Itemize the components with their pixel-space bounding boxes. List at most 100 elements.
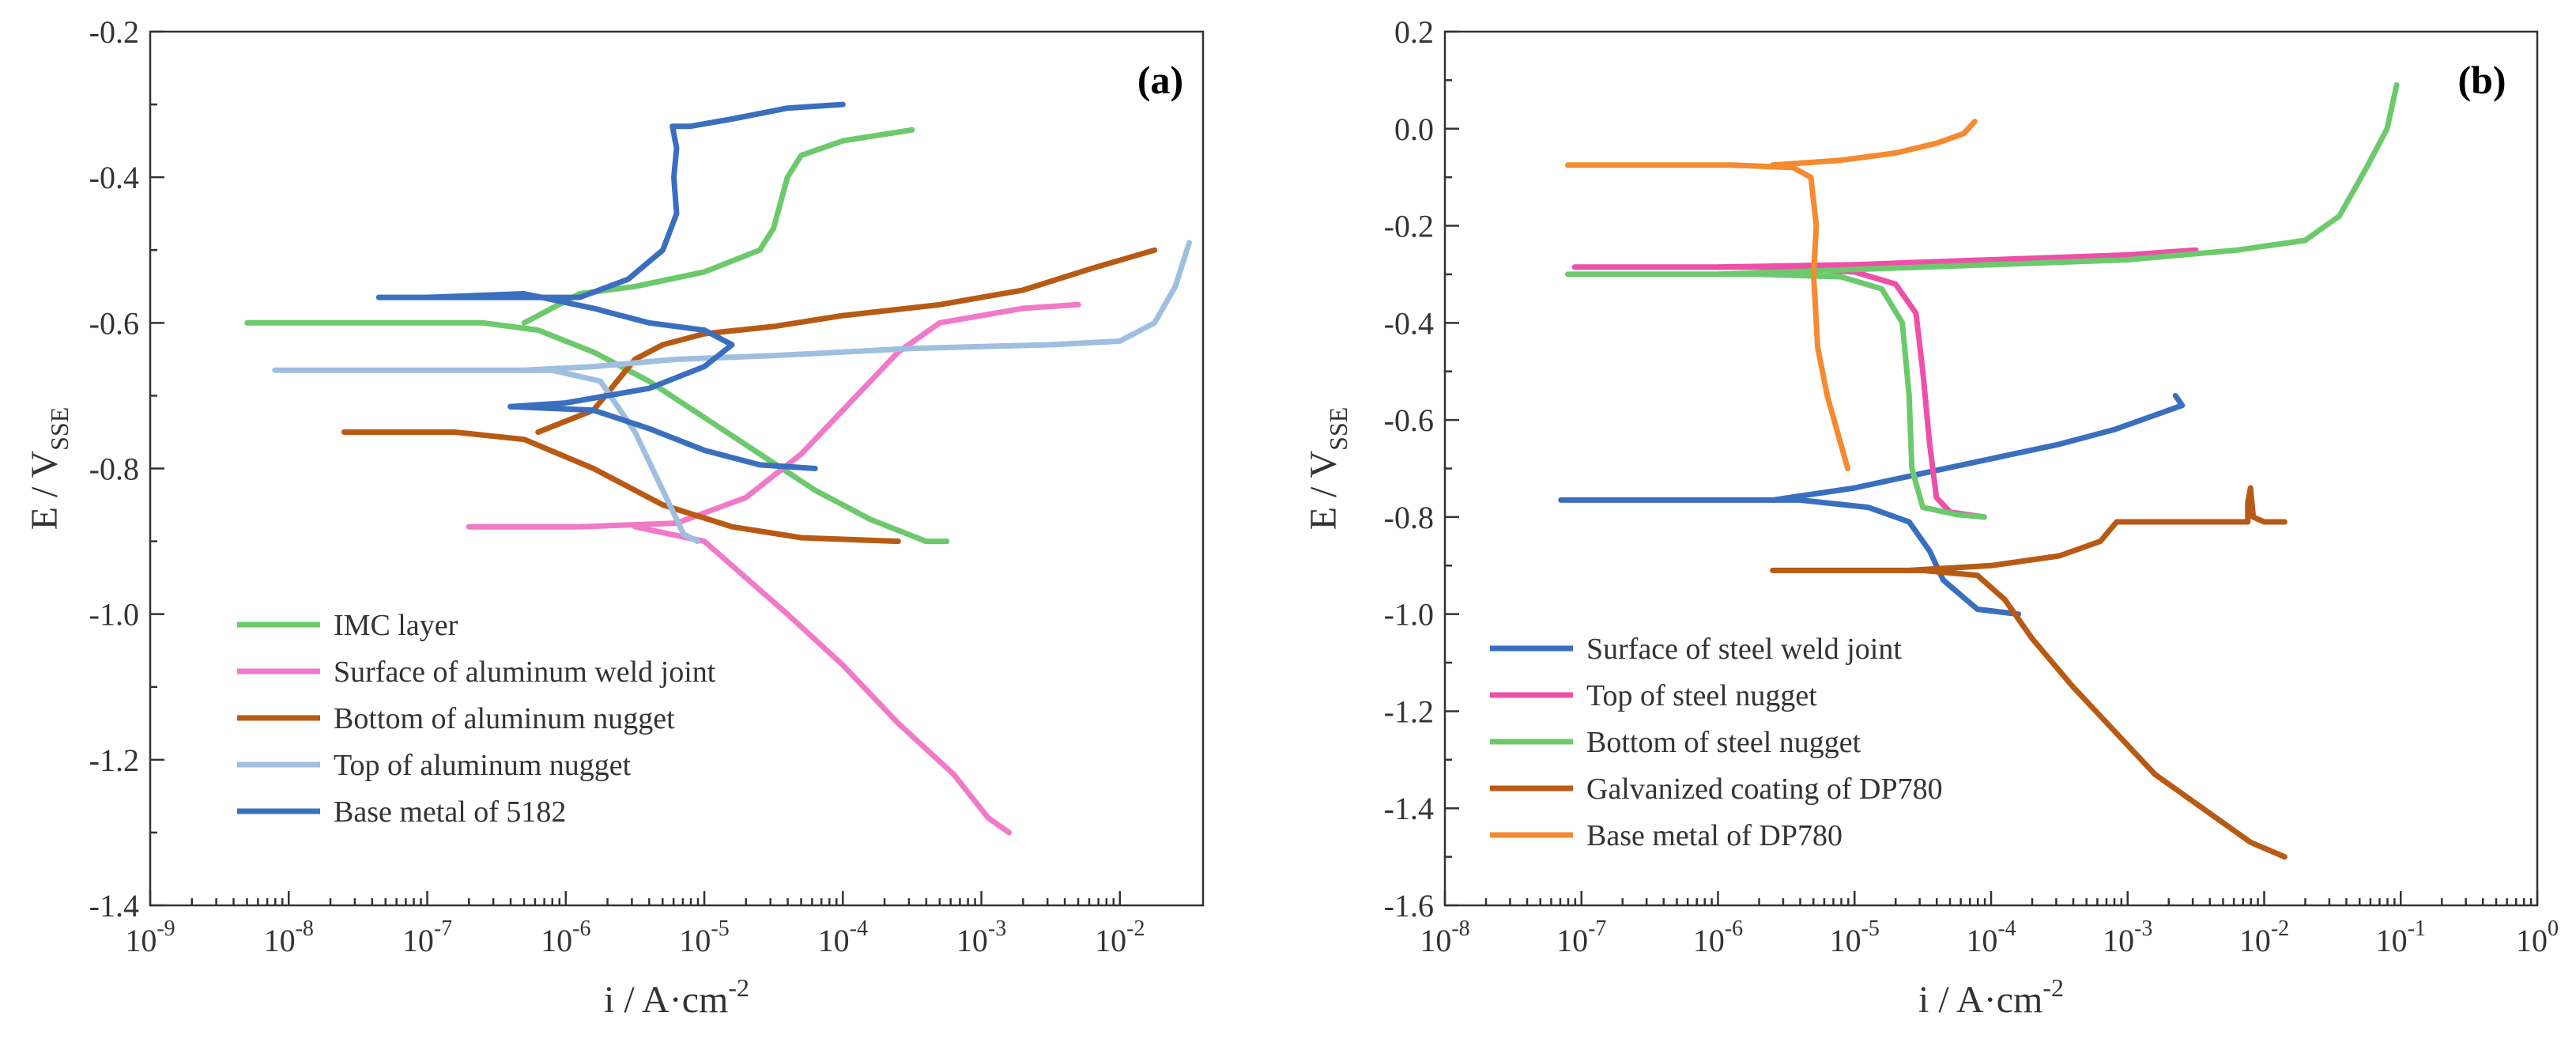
x-tick-base: 10 xyxy=(125,923,157,958)
x-tick-base: 10 xyxy=(1966,923,1997,958)
x-tick-label: 10-3 xyxy=(956,916,1006,958)
x-axis-ticks: 10-9 10-8 10-7 10-6 10-5 10-4 10-3 10-2 xyxy=(125,891,1145,958)
y-axis-title: E / VSSE xyxy=(24,407,74,531)
x-tick-label: 10-7 xyxy=(1556,916,1606,958)
x-tick-label: 10-6 xyxy=(1693,916,1743,958)
x-axis-title-sup: -2 xyxy=(728,973,749,1002)
x-tick-base: 10 xyxy=(402,923,434,958)
y-tick-label: -0.6 xyxy=(1384,402,1434,438)
x-tick-base: 10 xyxy=(818,923,850,958)
series-line xyxy=(1558,497,2022,618)
x-tick-exp: -5 xyxy=(711,916,729,941)
y-axis-title-sub: SSE xyxy=(45,407,74,451)
legend-entry-label: Base metal of DP780 xyxy=(1586,819,1842,852)
x-axis-title: i / A·cm-2 xyxy=(604,973,749,1021)
y-axis-ticks: -0.2 -0.4 -0.6 -0.8 -1.0 -1.2 -1.4 xyxy=(89,14,164,924)
x-tick-exp: -7 xyxy=(434,916,452,941)
y-tick-label: 0.0 xyxy=(1394,111,1434,147)
y-tick-label: -1.0 xyxy=(89,597,139,633)
x-tick-base: 10 xyxy=(2103,923,2134,958)
x-tick-base: 10 xyxy=(1420,923,1451,958)
x-tick-label: 10-2 xyxy=(1095,916,1145,958)
y-axis-title-sub: SSE xyxy=(1324,407,1352,451)
series-line xyxy=(1565,162,1851,471)
legend-entry-label: Base metal of 5182 xyxy=(334,795,566,829)
x-tick-exp: -2 xyxy=(2271,916,2289,941)
x-tick-base: 10 xyxy=(2516,923,2548,958)
y-tick-label: -1.6 xyxy=(1384,888,1434,924)
series-line xyxy=(1715,82,2400,278)
x-tick-exp: -9 xyxy=(157,916,175,941)
x-tick-exp: -5 xyxy=(1861,916,1880,941)
panel-label: (a) xyxy=(1137,58,1183,102)
series-line xyxy=(272,367,700,545)
x-tick-label: 10-5 xyxy=(1830,916,1880,958)
x-axis-title-sup: -2 xyxy=(2042,973,2064,1002)
y-tick-label: -1.2 xyxy=(89,742,139,778)
y-tick-label: -0.8 xyxy=(89,451,139,487)
series-line xyxy=(424,291,735,410)
x-tick-label: 10-5 xyxy=(679,916,729,958)
legend-entry-label: Galvanized coating of DP780 xyxy=(1586,773,1943,806)
y-axis-ticks: 0.2 0.0 -0.2 -0.4 -0.6 -0.8 -1.0 -1.2 -1.4 -1.6 xyxy=(1384,14,1459,924)
series-line xyxy=(1715,247,2199,270)
x-tick-label: 10-8 xyxy=(264,916,314,958)
legend-entry-label: Bottom of aluminum nugget xyxy=(334,702,675,735)
series-line xyxy=(521,127,915,326)
panel-b: 10-8 10-7 10-6 10-5 10-4 10-3 10-2 10-1 1000.20.… xyxy=(1303,14,2559,1021)
y-axis-title-main: E / V xyxy=(1303,451,1345,531)
x-tick-base: 10 xyxy=(956,923,988,958)
series-line xyxy=(466,301,1081,530)
y-tick-label: -1.0 xyxy=(1384,597,1434,633)
series-line xyxy=(1770,119,1978,168)
x-tick-label: 10-1 xyxy=(2376,916,2426,958)
x-tick-exp: -1 xyxy=(2408,916,2426,941)
series-line xyxy=(507,403,818,471)
legend-entry-label: Top of steel nugget xyxy=(1586,679,1817,712)
y-axis-title: E / VSSE xyxy=(1303,407,1352,531)
x-tick-exp: -2 xyxy=(1126,916,1145,941)
x-tick-base: 10 xyxy=(1556,923,1588,958)
x-tick-exp: -7 xyxy=(1588,916,1606,941)
x-tick-exp: -6 xyxy=(1725,916,1743,941)
legend-entry-label: Top of aluminum nugget xyxy=(334,749,632,782)
panel-label: (b) xyxy=(2457,58,2506,102)
x-tick-label: 10-3 xyxy=(2103,916,2152,958)
x-tick-base: 10 xyxy=(541,923,572,958)
legend: Surface of steel weld joint Top of steel … xyxy=(1490,633,1943,852)
series-line xyxy=(1770,392,2186,503)
x-axis-title: i / A·cm-2 xyxy=(1918,973,2064,1021)
x-tick-label: 10-6 xyxy=(541,916,590,958)
x-tick-exp: -3 xyxy=(2134,916,2152,941)
x-tick-label: 10-4 xyxy=(818,916,868,958)
x-tick-label: 10-8 xyxy=(1420,916,1469,958)
x-tick-exp: 0 xyxy=(2548,916,2559,941)
x-axis-title-main: i / A·cm xyxy=(604,979,728,1021)
y-tick-label: -0.4 xyxy=(1384,305,1434,341)
y-tick-label: -1.4 xyxy=(89,888,139,924)
series-line xyxy=(535,247,1158,435)
y-tick-label: -0.8 xyxy=(1384,500,1434,535)
x-tick-exp: -6 xyxy=(572,916,590,941)
y-tick-label: -0.6 xyxy=(89,305,139,341)
y-tick-label: -0.2 xyxy=(89,14,139,50)
series-line xyxy=(244,319,950,545)
x-tick-label: 10-4 xyxy=(1966,916,2016,958)
x-tick-base: 10 xyxy=(2239,923,2271,958)
y-axis-title-main: E / V xyxy=(24,451,66,531)
x-tick-label: 10-2 xyxy=(2239,916,2289,958)
series-line xyxy=(632,523,1013,836)
x-tick-label: 10-7 xyxy=(402,916,452,958)
y-tick-label: -1.4 xyxy=(1384,791,1434,826)
x-axis-title-main: i / A·cm xyxy=(1918,979,2042,1021)
x-tick-base: 10 xyxy=(679,923,711,958)
legend-entry-label: Bottom of steel nugget xyxy=(1586,726,1861,759)
x-tick-exp: -4 xyxy=(850,916,868,941)
x-tick-exp: -3 xyxy=(988,916,1006,941)
x-tick-base: 10 xyxy=(1830,923,1861,958)
series-line xyxy=(521,240,1192,373)
y-tick-label: -0.2 xyxy=(1384,209,1434,244)
x-tick-exp: -4 xyxy=(1997,916,2016,941)
legend-entry-label: Surface of aluminum weld joint xyxy=(334,656,716,689)
